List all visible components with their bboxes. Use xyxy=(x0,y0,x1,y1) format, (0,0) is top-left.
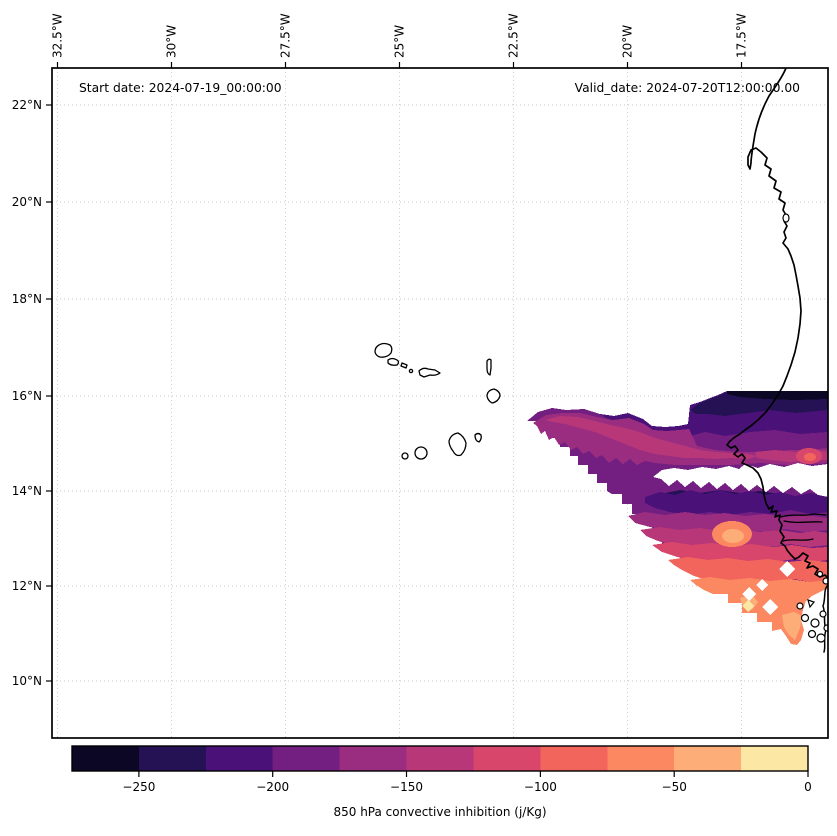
river-casamance xyxy=(782,538,814,542)
nodata-diamond-1 xyxy=(779,561,795,577)
lat-label: 10°N xyxy=(12,674,42,688)
colorbar-tick-label: −200 xyxy=(256,780,289,794)
colorbar-segment xyxy=(138,746,206,771)
lat-label: 22°N xyxy=(12,98,42,112)
river-gambia-south xyxy=(783,520,823,524)
coastline-west-africa xyxy=(726,68,828,579)
colorbar-segment xyxy=(540,746,608,771)
lon-label: 17.5°W xyxy=(735,13,749,58)
lat-label: 12°N xyxy=(12,579,42,593)
start-date-title: Start date: 2024-07-19_00:00:00 xyxy=(79,81,282,95)
lon-label: 32.5°W xyxy=(51,13,65,58)
lat-label: 16°N xyxy=(12,389,42,403)
lon-label: 22.5°W xyxy=(507,13,521,58)
colorbar-label: 850 hPa convective inhibition (j/Kg) xyxy=(333,805,546,819)
colorbar-segment xyxy=(406,746,474,771)
island-fogo xyxy=(414,446,428,460)
lon-label: 25°W xyxy=(393,25,407,58)
colorbar-segment xyxy=(674,746,742,771)
island-bijagos-1 xyxy=(796,602,804,610)
island-santo-antao xyxy=(374,342,393,358)
cin-contour-field xyxy=(527,391,828,645)
island-boa-vista xyxy=(486,388,501,404)
island-bijagos-7 xyxy=(816,633,826,643)
colorbar-ticks xyxy=(138,771,809,777)
island-bijagos-5 xyxy=(819,610,827,618)
colorbar-segment xyxy=(339,746,407,771)
nodata-gap-14N xyxy=(653,463,828,497)
colorbar-segment xyxy=(272,746,340,771)
nodata-diamond-3 xyxy=(742,587,756,601)
island-brava xyxy=(401,452,409,460)
colorbar-segment xyxy=(205,746,273,771)
colorbar: −250 −200 −150 −100 −50 0 850 hPa convec… xyxy=(71,745,812,819)
island-bijagos-6 xyxy=(807,629,817,639)
lat-ticks xyxy=(46,104,52,682)
colorbar-segment xyxy=(473,746,541,771)
colorbar-border xyxy=(71,745,809,772)
lat-label: 18°N xyxy=(12,292,42,306)
contour-lower-pinkred xyxy=(652,542,828,563)
colorbar-tick-label: −150 xyxy=(390,780,423,794)
colorbar-segments xyxy=(72,746,809,771)
colorbar-tick-label: −250 xyxy=(122,780,155,794)
nodata-diamond-2 xyxy=(756,579,768,591)
island-tidra xyxy=(782,213,790,223)
island-carabane-1 xyxy=(816,570,824,578)
island-islet xyxy=(408,368,414,374)
island-bijagos-2 xyxy=(807,599,816,609)
lon-ticks xyxy=(56,62,743,68)
island-sao-nicolau xyxy=(418,367,441,378)
colorbar-segment xyxy=(607,746,675,771)
colorbar-tick-label: −100 xyxy=(524,780,557,794)
island-bijagos-3 xyxy=(800,613,810,623)
contour-tip-lightorange xyxy=(782,612,802,640)
contour-blob-lightorange xyxy=(722,529,744,543)
lat-label: 20°N xyxy=(12,195,42,209)
island-santiago xyxy=(448,432,467,457)
nodata-diamond-4 xyxy=(762,599,778,615)
lon-label: 30°W xyxy=(165,25,179,58)
contour-blob-pinkred-core xyxy=(804,453,816,461)
island-sal xyxy=(486,358,492,376)
river-gambia-north xyxy=(780,513,827,518)
axes-border xyxy=(51,67,829,739)
island-bijagos-8 xyxy=(823,624,828,632)
colorbar-segment xyxy=(741,746,809,771)
valid-date-title: Valid_date: 2024-07-20T12:00:00.00 xyxy=(575,81,800,95)
island-carabane-2 xyxy=(822,577,828,585)
colorbar-tick-label: −50 xyxy=(662,780,687,794)
lon-label: 20°W xyxy=(621,25,635,58)
lat-label: 14°N xyxy=(12,484,42,498)
coastline-guinea-edge xyxy=(822,584,828,653)
lat-tick-labels: 22°N 20°N 18°N 16°N 14°N 12°N 10°N xyxy=(12,98,42,688)
island-sao-vicente xyxy=(387,357,400,366)
island-santa-luzia xyxy=(400,362,408,369)
contour-lower-darkpurple xyxy=(645,490,828,515)
bijagos-islands xyxy=(796,570,828,643)
graticule xyxy=(52,68,828,738)
contour-wedge-pink-core xyxy=(545,416,757,459)
island-maio xyxy=(474,432,482,443)
coastlines xyxy=(726,68,828,653)
colorbar-segment xyxy=(72,746,139,771)
island-bijagos-4 xyxy=(810,618,820,628)
cape-verde-islands xyxy=(374,342,501,460)
lon-label: 27.5°W xyxy=(279,13,293,58)
contour-patch-paleyellow xyxy=(742,600,754,612)
colorbar-tick-labels: −250 −200 −150 −100 −50 0 xyxy=(122,780,811,794)
colorbar-tick-label: 0 xyxy=(804,780,812,794)
lon-tick-labels: 32.5°W 30°W 27.5°W 25°W 22.5°W 20°W 17.5… xyxy=(51,13,749,58)
